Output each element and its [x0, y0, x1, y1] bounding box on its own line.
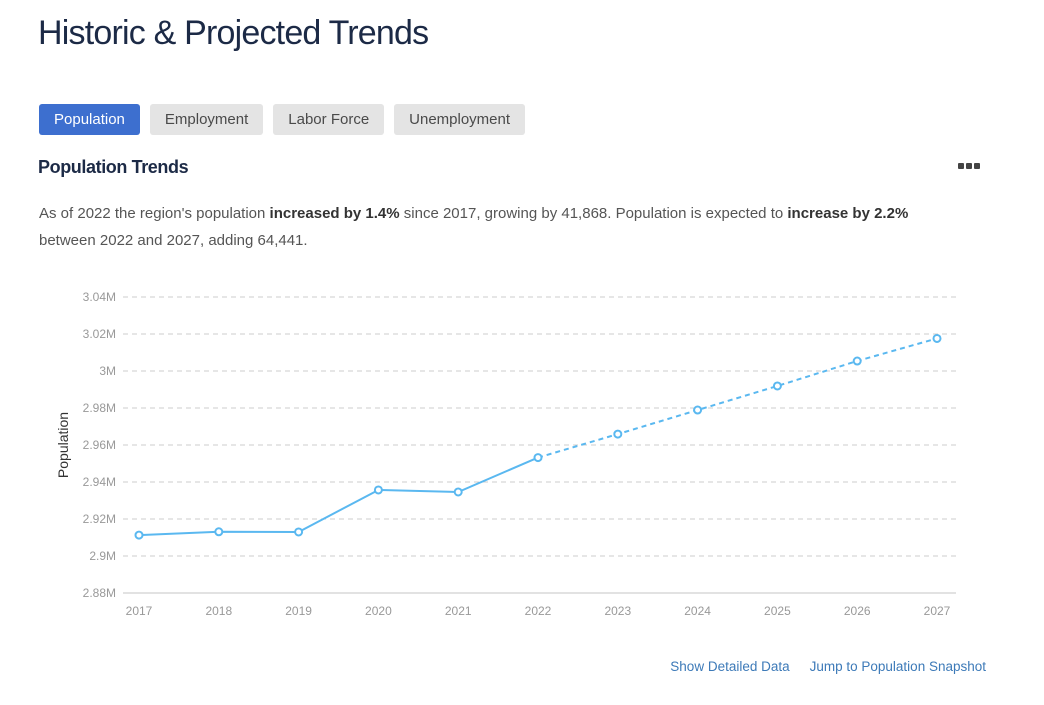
x-tick-label: 2020: [365, 604, 392, 618]
more-dot: [974, 163, 980, 169]
series-line-projected: [537, 337, 938, 459]
data-point: [852, 356, 862, 366]
tab-employment[interactable]: Employment: [149, 104, 264, 135]
data-point: [533, 453, 543, 463]
data-point: [772, 381, 782, 391]
summary-part: between 2022 and 2027, adding 64,441.: [39, 232, 308, 249]
data-point: [932, 333, 942, 343]
data-point: [613, 429, 623, 439]
series-line-historic: [138, 456, 539, 537]
x-tick-label: 2017: [126, 604, 153, 618]
summary-text: As of 2022 the region's population incre…: [39, 200, 959, 254]
y-tick-label: 2.98M: [83, 401, 116, 415]
tab-bar: Population Employment Labor Force Unempl…: [39, 104, 526, 135]
data-point: [294, 527, 304, 537]
page-title: Historic & Projected Trends: [38, 14, 429, 52]
x-tick-label: 2027: [924, 604, 951, 618]
summary-highlight: increased by 1.4%: [269, 205, 400, 222]
data-point: [453, 487, 463, 497]
tab-population[interactable]: Population: [39, 104, 140, 135]
y-tick-label: 3.02M: [83, 327, 116, 341]
summary-highlight: increase by 2.2%: [787, 205, 909, 222]
more-horizontal-icon: [958, 163, 964, 169]
tab-unemployment[interactable]: Unemployment: [394, 104, 526, 135]
x-tick-label: 2018: [205, 604, 232, 618]
population-snapshot-link[interactable]: Jump to Population Snapshot: [809, 659, 986, 674]
y-tick-label: 2.9M: [89, 549, 116, 563]
data-point: [214, 527, 224, 537]
data-point: [373, 485, 383, 495]
show-detailed-data-link[interactable]: Show Detailed Data: [670, 659, 790, 674]
tab-labor-force[interactable]: Labor Force: [273, 104, 385, 135]
population-chart: 2.88M 2.9M 2.92M 2.94M 2.96M 2.98M 3M 3.02M 3.04…: [55, 290, 956, 618]
y-tick-label: 2.94M: [83, 475, 116, 489]
y-tick-label: 2.92M: [83, 512, 116, 526]
summary-part: As of 2022 the region's population: [39, 205, 270, 222]
y-tick-label: 3.04M: [83, 290, 116, 304]
more-options-button[interactable]: [958, 163, 980, 169]
x-tick-label: 2022: [525, 604, 552, 618]
x-tick-label: 2019: [285, 604, 312, 618]
x-tick-label: 2026: [844, 604, 871, 618]
summary-part: since 2017, growing by 41,868. Populatio…: [399, 205, 788, 222]
footer-links: Show Detailed Data Jump to Population Sn…: [670, 659, 986, 674]
y-tick-label: 2.96M: [83, 438, 116, 452]
more-dot: [966, 163, 972, 169]
section-title: Population Trends: [38, 157, 189, 177]
y-axis-label: Population: [55, 412, 71, 478]
data-point: [134, 530, 144, 540]
x-tick-label: 2021: [445, 604, 472, 618]
x-tick-label: 2025: [764, 604, 791, 618]
x-tick-label: 2024: [684, 604, 711, 618]
y-tick-label: 2.88M: [83, 586, 116, 600]
data-point: [693, 405, 703, 415]
y-tick-label: 3M: [99, 364, 116, 378]
x-tick-label: 2023: [604, 604, 631, 618]
